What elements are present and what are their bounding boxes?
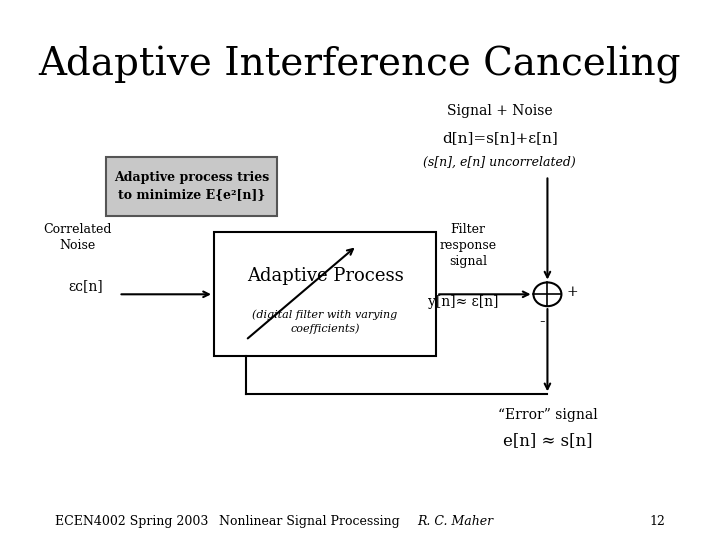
Text: Adaptive Process: Adaptive Process <box>247 267 403 285</box>
Text: Correlated
Noise: Correlated Noise <box>43 223 112 252</box>
FancyBboxPatch shape <box>214 232 436 356</box>
Text: -: - <box>539 313 545 329</box>
Text: 12: 12 <box>649 515 665 528</box>
Text: +: + <box>567 285 578 299</box>
Text: Signal + Noise: Signal + Noise <box>447 104 552 118</box>
Text: R. C. Maher: R. C. Maher <box>418 515 493 528</box>
FancyBboxPatch shape <box>106 157 277 216</box>
Text: Adaptive process tries
to minimize E{e²[n]}: Adaptive process tries to minimize E{e²[… <box>114 171 269 201</box>
Text: “Error” signal: “Error” signal <box>498 408 598 422</box>
Text: e[n] ≈ s[n]: e[n] ≈ s[n] <box>503 431 592 449</box>
Text: ECEN4002 Spring 2003: ECEN4002 Spring 2003 <box>55 515 208 528</box>
Text: (s[n], e[n] uncorrelated): (s[n], e[n] uncorrelated) <box>423 156 576 168</box>
Text: d[n]=s[n]+ε[n]: d[n]=s[n]+ε[n] <box>442 131 558 145</box>
Text: Adaptive Interference Canceling: Adaptive Interference Canceling <box>39 46 681 84</box>
Text: Filter
response
signal: Filter response signal <box>439 223 497 268</box>
Text: εᴄ[n]: εᴄ[n] <box>68 279 103 293</box>
Text: y[n]≈ ε[n]: y[n]≈ ε[n] <box>428 295 499 309</box>
Text: Nonlinear Signal Processing: Nonlinear Signal Processing <box>219 515 400 528</box>
Text: (digital filter with varying
coefficients): (digital filter with varying coefficient… <box>253 309 397 334</box>
